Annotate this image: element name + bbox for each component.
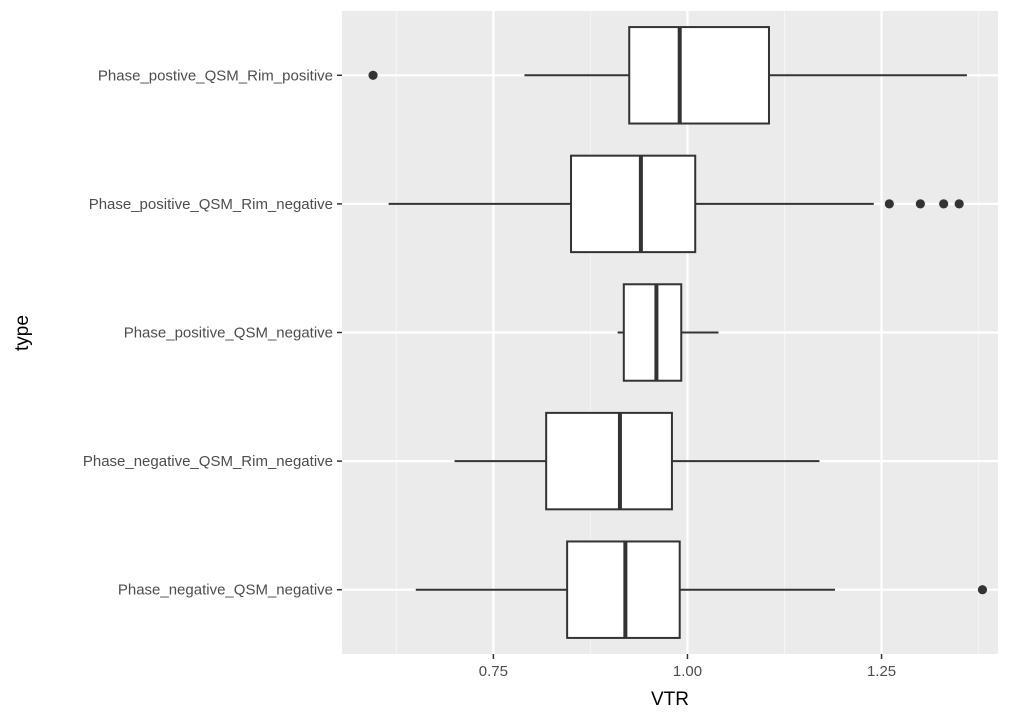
y-axis-title: type	[12, 315, 33, 351]
x-tick-label: 0.75	[479, 663, 508, 680]
x-tick-label: 1.25	[867, 663, 896, 680]
box-iqr	[570, 154, 697, 254]
y-tick-label: Phase_positive_QSM_negative	[124, 325, 333, 342]
x-axis-title: VTR	[651, 689, 689, 710]
y-axis: Phase_postive_QSM_Rim_positive Phase_posi…	[83, 67, 342, 599]
box-group	[368, 26, 967, 125]
y-tick-label: Phase_postive_QSM_Rim_positive	[98, 67, 333, 84]
outlier-point	[368, 70, 378, 80]
outlier-point	[915, 199, 925, 209]
box-iqr	[545, 411, 673, 511]
outlier-point	[977, 585, 988, 595]
outlier-point	[884, 199, 894, 209]
outlier-point	[954, 199, 964, 209]
box-group	[617, 283, 719, 382]
y-tick-label: Phase_negative_QSM_Rim_negative	[83, 453, 333, 470]
y-tick-label: Phase_positive_QSM_Rim_negative	[89, 196, 333, 213]
box-group	[415, 540, 988, 639]
box-group	[454, 411, 820, 511]
box-group	[388, 154, 964, 254]
x-tick-label: 1.00	[673, 663, 702, 680]
x-axis: 0.75 1.00 1.25	[479, 654, 896, 680]
box-marks	[368, 26, 988, 639]
outlier-point	[939, 199, 949, 209]
box-iqr	[628, 26, 770, 125]
box-iqr	[622, 283, 683, 382]
y-tick-label: Phase_negative_QSM_negative	[118, 582, 333, 599]
